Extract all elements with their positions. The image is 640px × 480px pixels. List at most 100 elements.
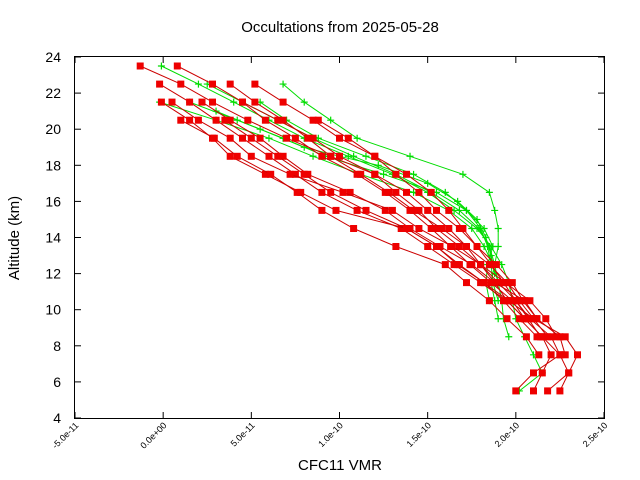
- green-plus-marker: [468, 224, 476, 232]
- plot-frame: [74, 56, 605, 419]
- red-square-marker: [233, 152, 241, 160]
- red-square-marker: [336, 134, 343, 142]
- red-series-8: [177, 116, 543, 359]
- red-square-marker: [293, 188, 301, 196]
- green-plus-marker: [157, 62, 165, 70]
- x-tick-label: 2.0e-10: [493, 420, 522, 449]
- green-plus-marker: [491, 206, 499, 214]
- green-plus-marker: [410, 170, 418, 178]
- green-series-line: [259, 101, 499, 301]
- red-square-marker: [283, 134, 291, 142]
- y-tick-label: 14: [45, 230, 61, 246]
- red-square-marker: [314, 116, 322, 124]
- red-square-marker: [480, 279, 488, 287]
- red-square-marker: [538, 369, 546, 377]
- red-square-marker: [433, 225, 440, 232]
- red-square-marker: [508, 279, 516, 287]
- red-square-marker: [526, 297, 534, 305]
- red-square-marker: [524, 315, 532, 323]
- red-square-marker: [492, 261, 500, 269]
- red-square-marker: [198, 98, 206, 106]
- red-square-marker: [251, 80, 259, 88]
- red-square-marker: [477, 261, 485, 269]
- red-series-line: [224, 119, 538, 338]
- red-square-marker: [327, 152, 335, 160]
- red-square-marker: [291, 170, 299, 178]
- red-square-marker: [381, 206, 389, 214]
- green-series-5: [256, 98, 502, 305]
- red-square-marker: [515, 315, 523, 323]
- red-square-marker: [318, 152, 326, 160]
- red-square-marker: [403, 170, 410, 178]
- red-square-marker: [173, 62, 181, 70]
- red-square-marker: [556, 333, 564, 341]
- red-square-marker: [210, 134, 218, 142]
- red-square-marker: [304, 170, 312, 178]
- y-tick-label: 10: [45, 302, 61, 318]
- red-square-marker: [371, 170, 379, 178]
- red-square-marker: [256, 134, 264, 142]
- red-series-line: [177, 65, 561, 392]
- red-square-marker: [353, 170, 361, 178]
- green-series-4: [186, 98, 497, 305]
- red-square-marker: [441, 261, 449, 269]
- red-square-marker: [454, 261, 462, 269]
- red-square-marker: [544, 387, 552, 395]
- y-tick-label: 4: [53, 410, 61, 426]
- red-square-marker: [327, 188, 335, 196]
- red-square-marker: [362, 206, 370, 214]
- red-square-marker: [445, 225, 453, 232]
- y-tick-label: 6: [53, 374, 61, 390]
- red-square-marker: [455, 225, 463, 232]
- red-square-marker: [177, 80, 185, 88]
- red-square-marker: [279, 152, 287, 160]
- green-plus-marker: [265, 134, 273, 142]
- y-tick-label: 18: [45, 157, 61, 173]
- red-square-marker: [279, 116, 287, 124]
- x-axis-label: CFC11 VMR: [298, 457, 382, 474]
- red-square-marker: [226, 80, 234, 88]
- green-plus-marker: [380, 170, 388, 178]
- red-square-marker: [385, 188, 393, 196]
- red-square-marker: [427, 188, 435, 196]
- red-series-line: [159, 83, 552, 392]
- red-square-marker: [445, 206, 453, 214]
- green-plus-marker: [455, 206, 463, 214]
- red-square-marker: [500, 279, 507, 287]
- red-square-marker: [371, 152, 379, 160]
- green-series-line: [207, 83, 499, 283]
- red-square-marker: [512, 387, 520, 395]
- red-square-marker: [491, 279, 499, 287]
- x-tick-label: 2.5e-10: [581, 420, 610, 449]
- red-square-marker: [226, 152, 234, 160]
- red-square-marker: [415, 188, 423, 196]
- y-tick-label: 8: [53, 338, 61, 354]
- red-square-marker: [267, 170, 275, 178]
- red-square-marker: [261, 116, 269, 124]
- green-plus-marker: [300, 98, 308, 106]
- green-plus-marker: [459, 170, 467, 178]
- series-layer: [136, 62, 581, 395]
- green-plus-marker: [327, 116, 335, 124]
- red-square-marker: [447, 243, 455, 250]
- red-square-marker: [415, 206, 423, 214]
- red-square-marker: [209, 80, 216, 88]
- red-square-marker: [427, 225, 435, 232]
- red-square-marker: [339, 188, 347, 196]
- red-square-marker: [503, 315, 511, 323]
- red-square-marker: [239, 134, 246, 142]
- chart-title: Occultations from 2025-05-28: [241, 19, 439, 36]
- red-square-marker: [530, 369, 537, 377]
- green-plus-marker: [454, 197, 462, 205]
- red-square-marker: [547, 351, 555, 359]
- green-series-3: [203, 80, 502, 287]
- red-square-marker: [156, 80, 164, 88]
- red-square-marker: [274, 152, 282, 160]
- red-square-marker: [265, 152, 273, 160]
- red-square-marker: [388, 206, 396, 214]
- red-square-marker: [209, 98, 216, 106]
- red-square-marker: [318, 188, 326, 196]
- x-tick-label: 0.0e+00: [138, 420, 168, 450]
- red-square-marker: [556, 387, 564, 395]
- green-plus-marker: [406, 152, 414, 160]
